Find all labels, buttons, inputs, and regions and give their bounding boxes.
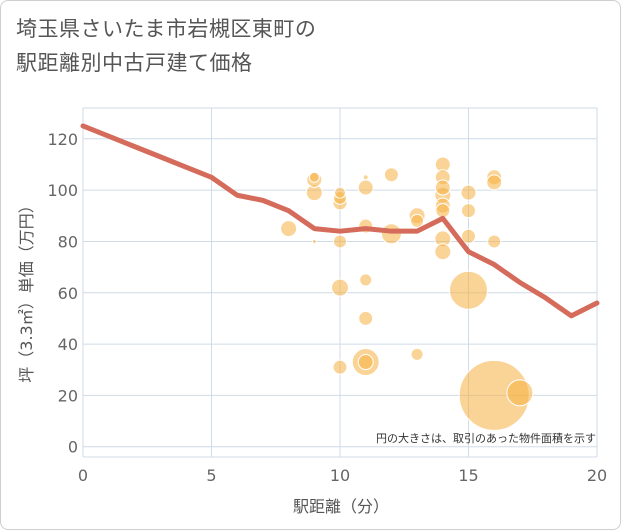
data-bubble bbox=[331, 278, 349, 297]
data-bubble bbox=[358, 310, 374, 326]
data-bubble bbox=[311, 238, 317, 244]
data-bubble bbox=[357, 354, 374, 371]
bubble-size-note: 円の大きさは、取引のあった物件面積を示す bbox=[376, 431, 596, 445]
bubble-series bbox=[280, 156, 534, 431]
y-tick-label: 40 bbox=[58, 335, 78, 354]
data-bubble bbox=[359, 273, 373, 287]
data-bubble bbox=[434, 243, 452, 261]
y-tick-label: 100 bbox=[47, 181, 78, 200]
data-bubble bbox=[410, 213, 425, 228]
data-bubble bbox=[362, 174, 369, 181]
data-bubble bbox=[486, 174, 503, 191]
y-tick-label: 80 bbox=[58, 232, 78, 251]
y-tick-label: 120 bbox=[47, 130, 78, 149]
data-bubble bbox=[434, 179, 451, 196]
data-bubble bbox=[380, 223, 402, 245]
data-bubble bbox=[357, 179, 374, 196]
x-tick-label: 15 bbox=[458, 466, 478, 485]
data-bubble bbox=[461, 228, 476, 244]
y-tick-label: 60 bbox=[58, 284, 78, 303]
data-bubble bbox=[410, 347, 424, 361]
data-bubble bbox=[280, 220, 298, 238]
trend-line-group bbox=[80, 123, 600, 319]
trend-line bbox=[80, 123, 600, 319]
data-bubble bbox=[487, 234, 502, 249]
data-bubble bbox=[332, 359, 348, 375]
data-bubble bbox=[460, 184, 477, 201]
data-bubble bbox=[334, 186, 346, 199]
x-axis-ticks: 0 5 10 15 20 bbox=[78, 466, 607, 485]
x-tick-label: 20 bbox=[587, 466, 607, 485]
y-axis-ticks: 0 20 40 60 80 100 120 bbox=[47, 130, 78, 457]
x-tick-label: 5 bbox=[206, 466, 216, 485]
x-tick-label: 0 bbox=[78, 466, 88, 485]
y-tick-label: 0 bbox=[68, 438, 78, 457]
data-bubble bbox=[308, 171, 320, 183]
data-bubble bbox=[333, 234, 347, 249]
y-axis-title: 坪（3.3㎡）単価（万円） bbox=[17, 197, 36, 382]
data-bubble bbox=[506, 379, 534, 407]
x-axis-title: 駅距離（分） bbox=[293, 497, 389, 516]
data-bubble bbox=[449, 270, 488, 310]
data-bubble bbox=[461, 203, 476, 219]
data-bubble bbox=[435, 203, 451, 219]
y-tick-label: 20 bbox=[58, 386, 78, 405]
data-bubble bbox=[383, 167, 399, 183]
chart-title: 埼玉県さいたま市岩槻区東町の 駅距離別中古戸建て価格 bbox=[16, 17, 317, 75]
x-tick-label: 10 bbox=[330, 466, 350, 485]
